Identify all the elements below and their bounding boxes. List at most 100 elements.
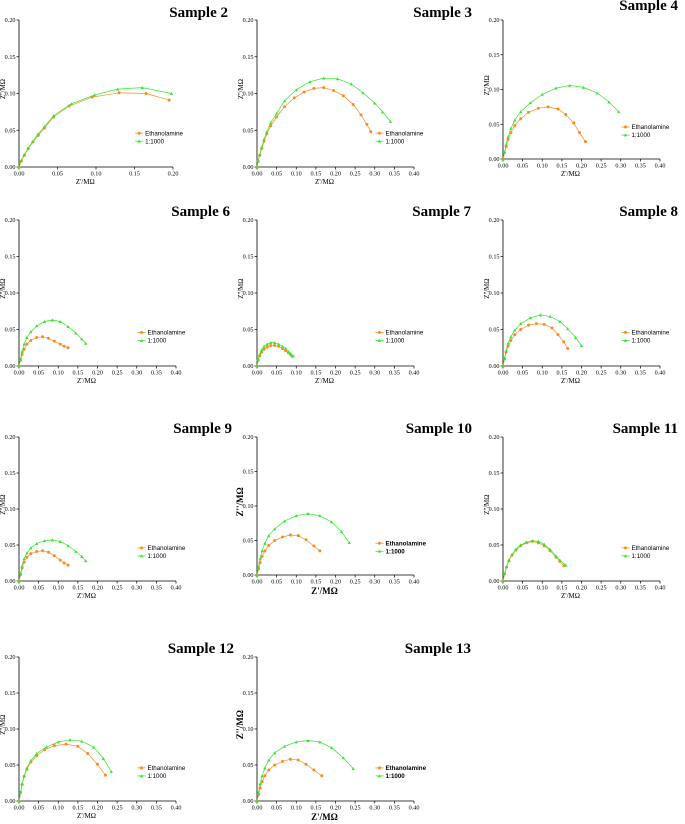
data-point-1-1000	[335, 77, 340, 81]
y-tick-label: 0.20	[5, 434, 16, 441]
y-tick-label: 0.00	[243, 164, 254, 171]
data-point-ethanolamine	[318, 549, 322, 553]
data-point-1-1000	[509, 126, 513, 130]
data-point-1-1000	[115, 87, 120, 91]
x-tick-label: 0.35	[389, 171, 400, 178]
data-point-ethanolamine	[369, 130, 373, 134]
data-point-ethanolamine	[546, 105, 550, 109]
y-tick-label: 0.10	[243, 503, 254, 510]
x-tick-label: 0.30	[615, 370, 626, 377]
y-tick-label: 0.20	[243, 434, 254, 441]
series-line-1-1000	[256, 740, 354, 802]
data-point-1-1000	[329, 746, 334, 750]
x-tick-label: 0.40	[655, 163, 666, 170]
data-point-ethanolamine	[25, 342, 29, 346]
x-tick-label: 0.25	[350, 370, 361, 377]
data-point-1-1000	[68, 738, 72, 742]
data-point-1-1000	[26, 146, 30, 150]
x-axis-label: Z'/MΩ	[561, 377, 580, 385]
data-point-1-1000	[258, 556, 262, 560]
data-point-1-1000	[269, 121, 273, 125]
x-tick-label: 0.40	[409, 171, 420, 178]
data-point-1-1000	[269, 341, 273, 345]
x-tick-label: 0.15	[556, 370, 567, 377]
x-tick-label: 0.30	[131, 805, 142, 812]
data-point-1-1000	[17, 799, 21, 803]
data-point-ethanolamine	[29, 338, 33, 342]
data-point-ethanolamine	[41, 549, 45, 553]
chart-title: Sample 10	[406, 421, 472, 437]
data-point-1-1000	[273, 527, 277, 531]
data-point-1-1000	[18, 790, 23, 794]
data-point-ethanolamine	[519, 328, 523, 331]
x-tick-label: 0.35	[389, 370, 400, 377]
data-point-1-1000	[507, 558, 511, 562]
legend-label: 1:1000	[631, 553, 650, 560]
legend-label: Ethanolamine	[147, 330, 185, 337]
data-point-ethanolamine	[281, 535, 285, 539]
x-tick-label: 0.05	[271, 171, 282, 178]
data-point-ethanolamine	[359, 113, 363, 117]
data-point-ethanolamine	[534, 322, 538, 326]
data-point-1-1000	[29, 759, 33, 763]
data-point-ethanolamine	[275, 115, 279, 119]
x-tick-label: 0.00	[252, 370, 263, 377]
data-point-1-1000	[255, 799, 259, 803]
data-point-1-1000	[284, 346, 288, 350]
y-tick-label: 0.20	[489, 17, 500, 24]
data-point-1-1000	[267, 534, 271, 538]
data-point-ethanolamine	[556, 333, 560, 337]
legend-label: 1:1000	[385, 548, 405, 555]
x-tick-label: 0.20	[330, 805, 341, 812]
data-point-1-1000	[617, 110, 621, 114]
data-point-ethanolamine	[273, 763, 277, 767]
legend-marker	[377, 131, 381, 135]
y-tick-label: 0.05	[243, 538, 254, 545]
x-tick-label: 0.20	[92, 585, 103, 592]
data-point-ethanolamine	[562, 564, 566, 568]
data-point-1-1000	[35, 541, 39, 545]
data-point-1-1000	[294, 514, 298, 518]
data-point-ethanolamine	[46, 550, 50, 554]
y-axis-label: Z''/MΩ	[235, 710, 245, 739]
y-tick-label: 0.20	[489, 434, 500, 441]
legend-marker	[623, 338, 628, 342]
data-point-1-1000	[273, 751, 277, 755]
x-tick-label: 0.20	[92, 370, 103, 377]
x-tick-label: 0.25	[350, 805, 361, 812]
data-point-1-1000	[44, 745, 49, 749]
data-point-ethanolamine	[66, 563, 70, 567]
series-line-1-1000	[18, 87, 172, 168]
data-point-1-1000	[564, 563, 568, 567]
legend-label: Ethanolamine	[631, 330, 669, 337]
data-point-1-1000	[256, 357, 260, 361]
data-point-1-1000	[514, 547, 518, 551]
data-point-1-1000	[289, 351, 293, 356]
data-point-1-1000	[52, 113, 56, 117]
legend-label: Ethanolamine	[631, 124, 669, 131]
data-point-ethanolamine	[58, 558, 62, 562]
y-tick-label: 0.15	[5, 54, 16, 61]
data-point-1-1000	[109, 769, 113, 773]
data-point-ethanolamine	[281, 759, 285, 763]
x-tick-label: 0.10	[53, 585, 64, 592]
data-point-1-1000	[509, 335, 513, 339]
x-tick-label: 0.30	[615, 585, 626, 592]
y-tick-label: 0.20	[243, 17, 254, 24]
x-tick-label: 0.05	[271, 370, 282, 377]
x-tick-label: 0.15	[556, 585, 567, 592]
series-line-1-1000	[18, 739, 112, 802]
data-point-1-1000	[581, 85, 586, 89]
data-point-1-1000	[502, 356, 507, 360]
series-line-ethanolamine	[256, 758, 323, 802]
chart-title: Sample 11	[613, 421, 678, 437]
data-point-ethanolamine	[41, 335, 45, 339]
data-point-1-1000	[282, 744, 287, 748]
data-point-ethanolamine	[263, 774, 267, 778]
data-point-1-1000	[548, 547, 552, 551]
data-point-1-1000	[294, 740, 298, 744]
data-point-1-1000	[506, 135, 510, 139]
data-point-1-1000	[540, 92, 544, 96]
data-point-1-1000	[349, 82, 353, 86]
chart-title: Sample 12	[168, 641, 234, 657]
